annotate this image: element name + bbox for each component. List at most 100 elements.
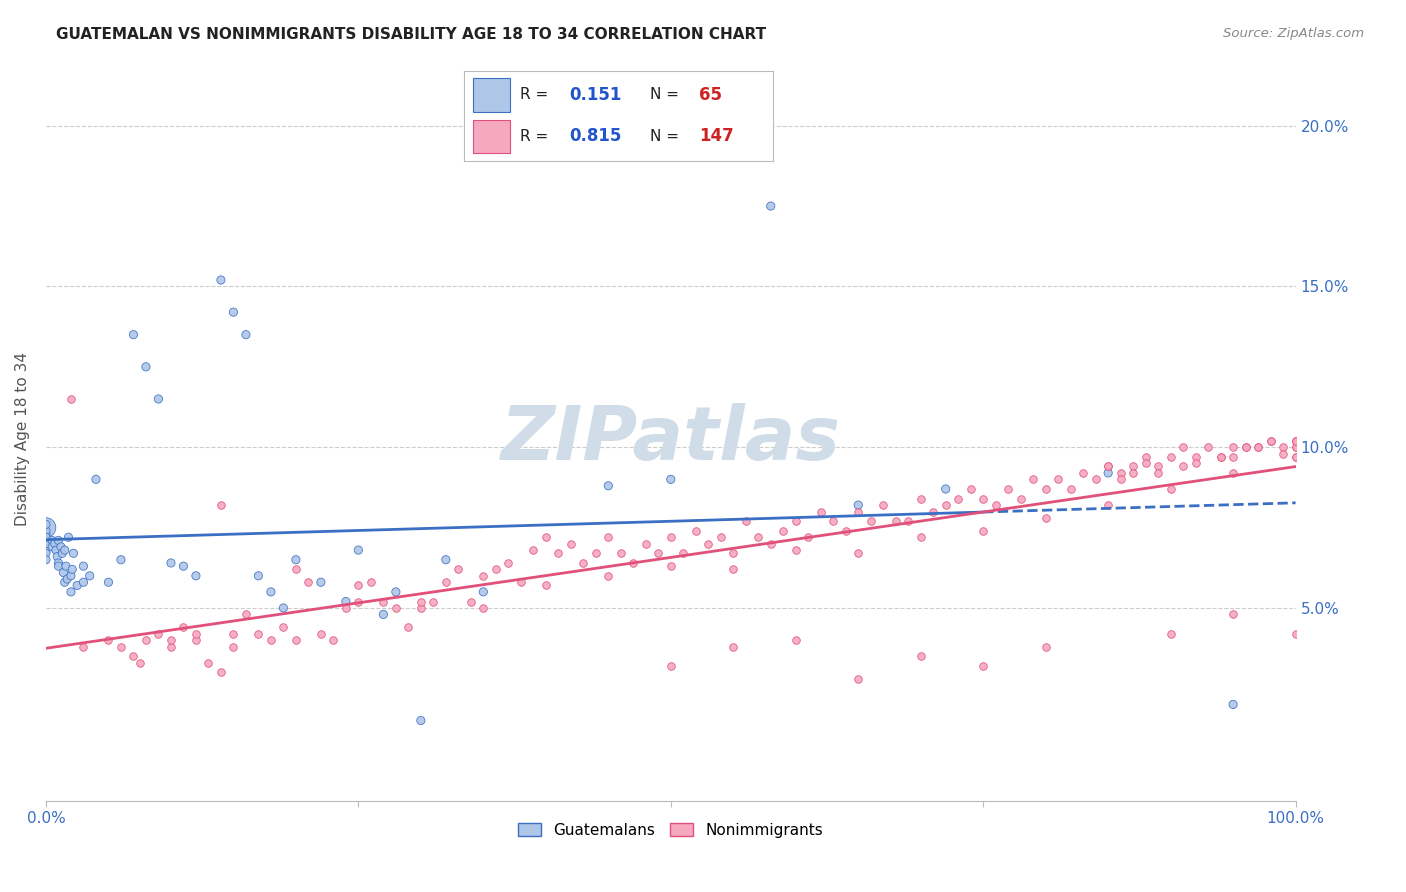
Point [235,607,257,622]
Point [685,524,707,538]
Point [610,546,633,560]
Point [1184,450,1206,464]
Point [409,714,432,728]
Point [434,553,457,567]
Point [1284,434,1306,448]
Point [1097,459,1119,474]
Point [58,530,80,544]
Point [659,559,682,574]
Point [810,504,832,518]
Point [1059,482,1081,496]
Point [260,633,283,648]
Point [872,498,894,512]
Point [79,569,101,583]
Point [347,594,370,608]
Point [260,585,283,599]
Point [222,305,245,319]
Point [84,472,107,486]
Point [309,575,332,590]
Text: 0.151: 0.151 [569,86,621,103]
Point [35,536,58,550]
Point [447,562,470,576]
Point [247,626,270,640]
Point [1184,456,1206,470]
Point [1147,459,1170,474]
Point [1284,440,1306,454]
Point [522,543,544,558]
Point [910,530,932,544]
Point [1222,440,1244,454]
Point [1284,450,1306,464]
Point [97,575,120,590]
Point [35,517,58,532]
Point [785,543,807,558]
Point [1097,466,1119,480]
Point [347,578,370,592]
Point [1234,440,1257,454]
Point [509,575,531,590]
Text: R =: R = [520,129,548,144]
Point [647,546,669,560]
Point [160,640,183,654]
Point [184,569,207,583]
Point [48,556,70,570]
Point [1272,447,1295,461]
Point [634,536,657,550]
Point [547,546,569,560]
Point [922,504,945,518]
Point [347,543,370,558]
Point [697,536,720,550]
Point [197,656,219,670]
Point [734,514,756,528]
Point [122,327,145,342]
Point [48,559,70,574]
Point [222,640,245,654]
Point [1209,450,1232,464]
Point [935,482,957,496]
Point [35,546,58,560]
Point [910,491,932,506]
Point [1010,491,1032,506]
Point [335,601,357,615]
Point [1109,466,1132,480]
Point [1284,450,1306,464]
Point [184,626,207,640]
Point [35,527,58,541]
Point [59,585,82,599]
Point [1160,450,1182,464]
Point [723,562,745,576]
Point [823,514,845,528]
Point [984,498,1007,512]
Point [60,562,83,576]
Text: 0.815: 0.815 [569,128,621,145]
Point [1171,440,1194,454]
Point [1284,434,1306,448]
Point [560,536,582,550]
Point [598,530,620,544]
Legend: Guatemalans, Nonimmigrants: Guatemalans, Nonimmigrants [512,816,830,844]
Point [52,566,75,580]
Point [35,543,58,558]
Text: Source: ZipAtlas.com: Source: ZipAtlas.com [1223,27,1364,40]
Point [297,575,319,590]
Point [409,601,432,615]
Point [785,633,807,648]
Bar [474,120,510,153]
Point [209,273,232,287]
Point [160,633,183,648]
Point [35,524,58,538]
Point [859,514,882,528]
Point [460,594,482,608]
Text: 147: 147 [699,128,734,145]
Point [335,594,357,608]
Point [1097,459,1119,474]
Point [1247,440,1270,454]
Point [184,633,207,648]
Point [485,562,508,576]
Point [1284,440,1306,454]
Text: GUATEMALAN VS NONIMMIGRANTS DISABILITY AGE 18 TO 34 CORRELATION CHART: GUATEMALAN VS NONIMMIGRANTS DISABILITY A… [56,27,766,42]
Point [35,530,58,544]
Point [1122,459,1144,474]
Point [373,594,395,608]
Point [72,559,94,574]
